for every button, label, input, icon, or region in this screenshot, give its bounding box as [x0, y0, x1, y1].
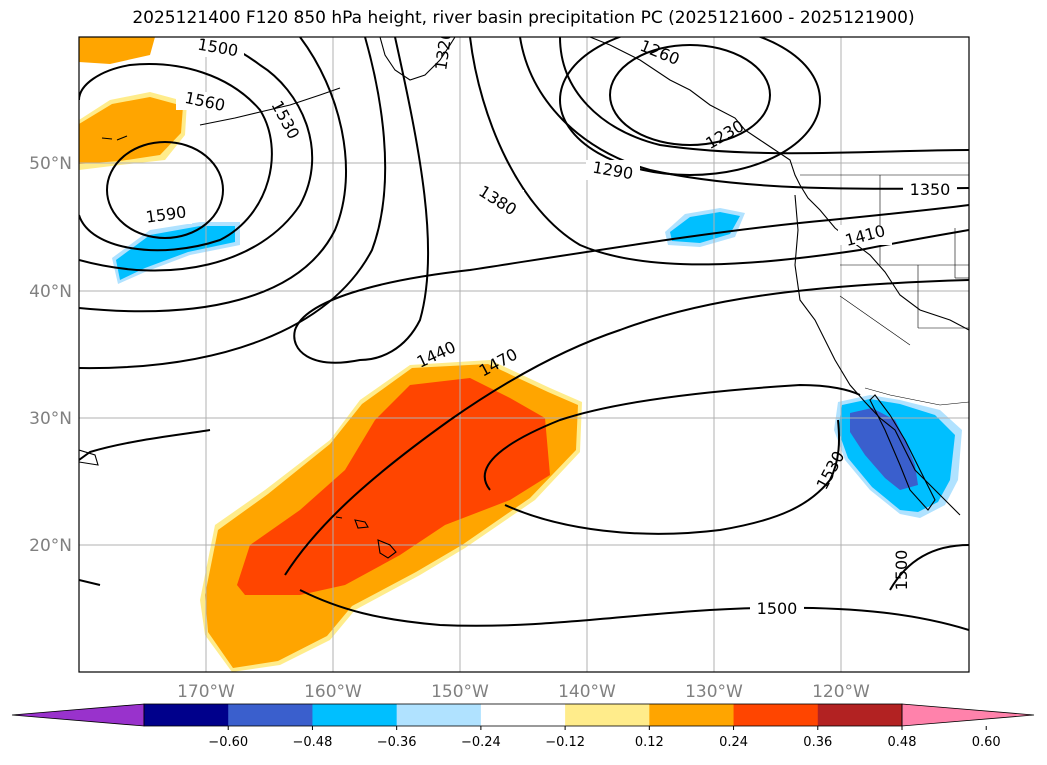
colorbar-extend-min: [11, 703, 145, 727]
colorbar-tick-label: 0.36: [803, 735, 832, 750]
colorbar-tick-label: 0.48: [888, 735, 917, 750]
negative-anomaly-nw-mid: [116, 226, 235, 280]
colorbar-tick-label: −0.36: [377, 735, 417, 750]
colorbar-tick-label: −0.48: [293, 735, 333, 750]
negative-anomaly-baja-strong: [850, 408, 918, 490]
lat-label: 40°N: [29, 282, 72, 302]
colorbar-outline: [143, 703, 903, 727]
colorbar-segment: [565, 704, 650, 726]
colorbar-segment: [480, 704, 566, 726]
colorbar-segment: [817, 704, 903, 726]
map-panel: 1500 1560 1530 1590 1320 1260 1230 1290 …: [79, 35, 969, 672]
colorbar-extend-max: [901, 703, 1035, 727]
contour-label: 1350: [910, 180, 951, 199]
colorbar-tick-label: −0.24: [461, 735, 501, 750]
lat-label: 30°N: [29, 409, 72, 429]
colorbar-segment: [228, 704, 313, 726]
colorbar-segments: [11, 703, 1035, 727]
lon-label: 160°W: [304, 682, 362, 702]
positive-anomaly-strong: [237, 378, 550, 595]
colorbar-tick-label: −0.60: [208, 735, 248, 750]
colorbar-segment: [144, 704, 229, 726]
lat-label: 20°N: [29, 536, 72, 556]
lon-label: 170°W: [177, 682, 235, 702]
lon-label: 130°W: [685, 682, 743, 702]
precip-shading: [79, 37, 962, 672]
colorbar-tick-label: 0.60: [972, 735, 1001, 750]
positive-anomaly-corner: [79, 37, 155, 64]
map-title: 2025121400 F120 850 hPa height, river ba…: [132, 8, 915, 28]
colorbar-tick-label: 0.24: [719, 735, 748, 750]
height-contours: [79, 37, 969, 631]
positive-anomaly-nw-mid: [79, 97, 183, 164]
colorbar-segment: [312, 704, 398, 726]
colorbar-segment: [396, 704, 482, 726]
colorbar-tick-label: −0.12: [545, 735, 585, 750]
colorbar-segment: [649, 704, 735, 726]
lon-label: 120°W: [812, 682, 870, 702]
colorbar-ticks: −0.60 −0.48 −0.36 −0.24 −0.12 0.12 0.24 0.36 0.4…: [208, 726, 1001, 750]
political-boundaries: [800, 174, 969, 406]
latitude-labels: 50°N 40°N 30°N 20°N: [29, 154, 72, 556]
negative-anomaly-ne-mid: [670, 212, 740, 243]
colorbar-tick-label: 0.12: [635, 735, 664, 750]
contour-label: 1500: [757, 599, 798, 618]
colorbar-segment: [733, 704, 819, 726]
contour-label: 1500: [892, 550, 911, 591]
colorbar: −0.60 −0.48 −0.36 −0.24 −0.12 0.12 0.24 0.36 0.4…: [11, 703, 1035, 750]
lon-label: 140°W: [558, 682, 616, 702]
contour-label: 1500: [196, 35, 239, 61]
map-frame: [78, 36, 970, 673]
longitude-labels: 170°W 160°W 150°W 140°W 130°W 120°W: [177, 682, 870, 702]
lon-label: 150°W: [431, 682, 489, 702]
lat-label: 50°N: [29, 154, 72, 174]
